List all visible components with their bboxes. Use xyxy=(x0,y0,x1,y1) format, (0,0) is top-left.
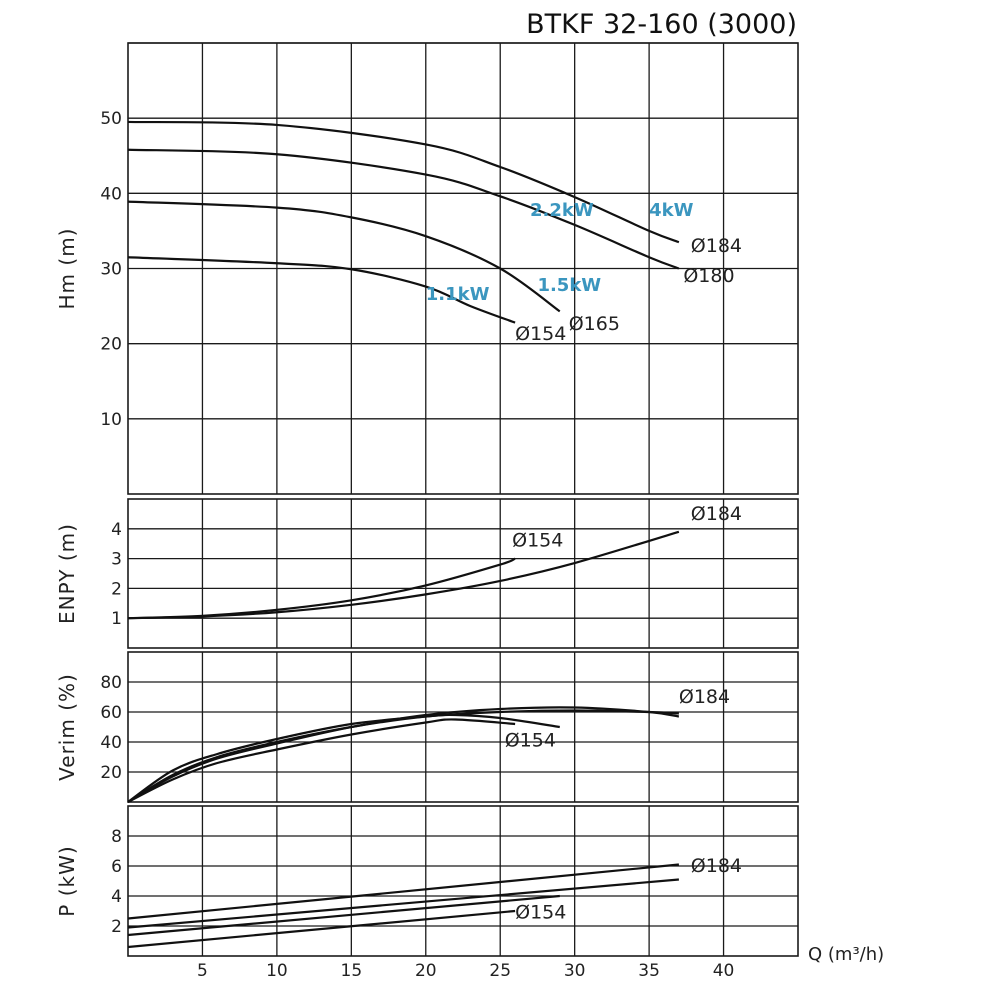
panel-frame xyxy=(127,498,799,649)
x-tick-label: 10 xyxy=(266,961,288,981)
panel-frame xyxy=(127,805,799,957)
curve-diameter-label: Ø154 xyxy=(505,730,556,752)
motor-power-label: 1.5kW xyxy=(537,275,601,296)
curve-diameter-label: Ø184 xyxy=(691,503,742,525)
y-tick-label: 6 xyxy=(111,857,122,877)
y-tick-label: 20 xyxy=(100,763,122,783)
x-axis-label: Q (m³/h) xyxy=(808,944,884,965)
y-tick-label: 4 xyxy=(111,520,122,540)
motor-power-label: 2.2kW xyxy=(530,200,594,221)
curve-diameter-label: Ø154 xyxy=(512,530,563,552)
chart-title: BTKF 32-160 (3000) xyxy=(526,9,797,40)
x-tick-label: 30 xyxy=(564,961,586,981)
curve-power-2 xyxy=(127,894,560,937)
curve-diameter-label: Ø184 xyxy=(679,686,730,708)
curve-diameter-label: Ø154 xyxy=(515,902,566,924)
y-axis-title: P (kW) xyxy=(55,845,79,916)
y-tick-label: 40 xyxy=(100,733,122,753)
panel-frame xyxy=(127,651,799,803)
curve-head-2 xyxy=(127,200,561,313)
motor-power-label: 1.1kW xyxy=(426,284,490,305)
curve-efficiency-1 xyxy=(127,706,680,803)
curve-head-3 xyxy=(127,256,516,324)
curve-diameter-label: Ø184 xyxy=(691,235,742,257)
y-axis-title: Verim (%) xyxy=(55,673,79,781)
x-axis-ticks: 5 10 15 20 25 30 35 40 xyxy=(197,961,734,981)
panel-frame xyxy=(127,42,799,495)
y-axis-title: Hm (m) xyxy=(55,228,79,310)
y-tick-label: 30 xyxy=(100,260,122,280)
x-tick-label: 5 xyxy=(197,961,208,981)
curve-efficiency-2 xyxy=(127,713,560,803)
y-tick-label: 3 xyxy=(111,550,122,570)
curve-npsh-1 xyxy=(127,530,680,620)
y-tick-label: 1 xyxy=(111,609,122,629)
y-tick-label: 4 xyxy=(111,887,122,907)
y-tick-label: 60 xyxy=(100,703,122,723)
panel-efficiency: 20 40 60 80 Verim (%) Ø184 Ø154 xyxy=(55,651,799,803)
y-tick-label: 8 xyxy=(111,827,122,847)
y-tick-label: 2 xyxy=(111,917,122,937)
x-tick-label: 25 xyxy=(489,961,511,981)
curve-power-0 xyxy=(127,863,679,920)
y-axis-title: ENPY (m) xyxy=(55,523,79,624)
curve-head-0 xyxy=(127,120,680,244)
curve-diameter-label: Ø165 xyxy=(569,313,620,335)
curve-diameter-label: Ø184 xyxy=(691,855,742,877)
x-tick-label: 40 xyxy=(713,961,735,981)
y-tick-label: 10 xyxy=(100,410,122,430)
y-tick-label: 50 xyxy=(100,109,122,129)
curve-power-1 xyxy=(127,878,679,929)
curve-diameter-label: Ø180 xyxy=(683,265,734,287)
motor-power-label: 4kW xyxy=(649,200,693,221)
panel-npsh: 1 2 3 4 ENPY (m) Ø154 Ø184 xyxy=(55,498,799,649)
y-tick-label: 80 xyxy=(100,673,122,693)
x-tick-label: 15 xyxy=(341,961,363,981)
curve-efficiency-3 xyxy=(127,718,516,803)
curve-head-1 xyxy=(127,148,680,270)
curve-diameter-label: Ø154 xyxy=(515,323,566,345)
panel-power: 2 4 6 8 P (kW) Ø184 Ø154 xyxy=(55,805,799,957)
y-tick-label: 20 xyxy=(100,335,122,355)
y-tick-label: 40 xyxy=(100,184,122,204)
y-tick-label: 2 xyxy=(111,579,122,599)
curve-power-3 xyxy=(127,909,516,949)
x-tick-label: 20 xyxy=(415,961,437,981)
x-tick-label: 35 xyxy=(638,961,660,981)
